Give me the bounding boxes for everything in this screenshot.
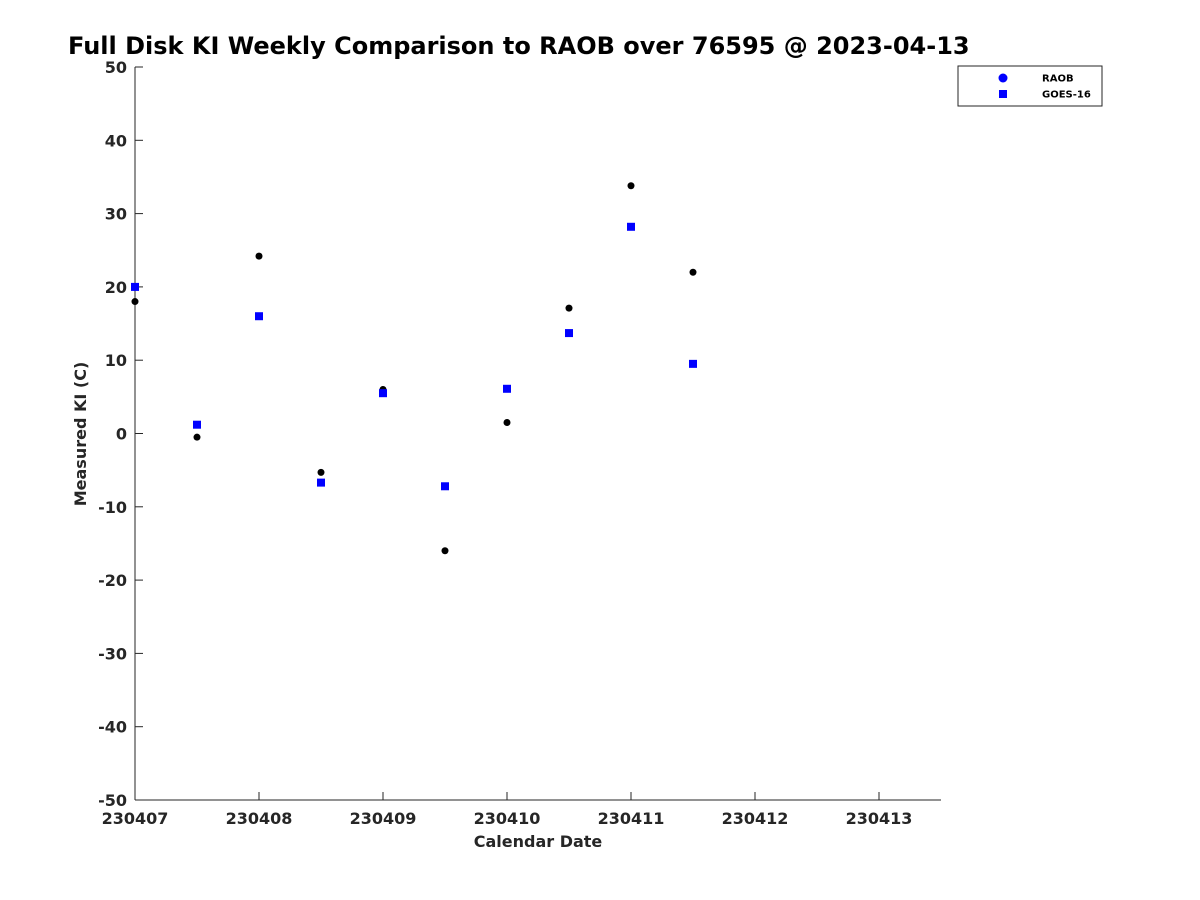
goes-16-point — [627, 222, 635, 231]
x-tick-label: 230409 — [350, 809, 417, 828]
raob-point — [255, 252, 263, 260]
raob-point — [627, 182, 635, 190]
y-tick-label: 40 — [105, 131, 127, 150]
y-tick-label: -10 — [98, 498, 127, 517]
goes-16-point — [689, 359, 697, 368]
raob-point — [565, 304, 573, 312]
legend-marker-goes-16 — [999, 90, 1007, 98]
raob-point — [131, 298, 139, 306]
raob-point — [441, 547, 449, 555]
y-tick-label: 10 — [105, 351, 127, 370]
goes-16-point — [317, 478, 325, 487]
legend: RAOB GOES-16 — [957, 65, 1103, 107]
legend-marker-raob — [998, 73, 1008, 83]
y-tick-label: 0 — [116, 425, 127, 444]
goes-16-point — [379, 389, 387, 398]
goes-16-point — [441, 482, 449, 491]
y-tick-label: 30 — [105, 205, 127, 224]
y-tick-label: -40 — [98, 718, 127, 737]
goes-16-point — [131, 282, 139, 291]
x-tick-label: 230410 — [474, 809, 541, 828]
y-tick-label: 20 — [105, 278, 127, 297]
goes-16-point — [193, 420, 201, 429]
raob-point — [317, 468, 325, 476]
raob-point — [503, 419, 511, 427]
goes-16-point — [503, 384, 511, 393]
data-points — [131, 182, 697, 555]
legend-label-goes-16: GOES-16 — [1042, 90, 1091, 101]
legend-box — [957, 65, 1103, 107]
y-tick-label: -30 — [98, 644, 127, 663]
y-ticks: -50 -40 -30 -20 -10 0 10 20 30 40 50 — [98, 58, 143, 810]
raob-point — [689, 268, 697, 276]
y-axis-label: Measured KI (C) — [71, 362, 90, 507]
x-tick-label: 230407 — [102, 809, 169, 828]
x-tick-label: 230413 — [846, 809, 913, 828]
x-tick-label: 230411 — [598, 809, 665, 828]
x-ticks: 230407 230408 230409 230410 230411 230412 2304… — [102, 792, 913, 828]
chart-title: Full Disk KI Weekly Comparison to RAOB o… — [68, 32, 970, 60]
x-tick-label: 230408 — [226, 809, 293, 828]
y-tick-label: 50 — [105, 58, 127, 77]
x-tick-label: 230412 — [722, 809, 789, 828]
raob-point — [193, 433, 201, 441]
legend-label-raob: RAOB — [1042, 74, 1074, 85]
y-tick-label: -20 — [98, 571, 127, 590]
goes-16-point — [565, 329, 573, 338]
y-tick-label: -50 — [98, 791, 127, 810]
x-axis-label: Calendar Date — [474, 832, 603, 851]
goes-16-point — [255, 312, 263, 321]
axes — [134, 67, 941, 801]
